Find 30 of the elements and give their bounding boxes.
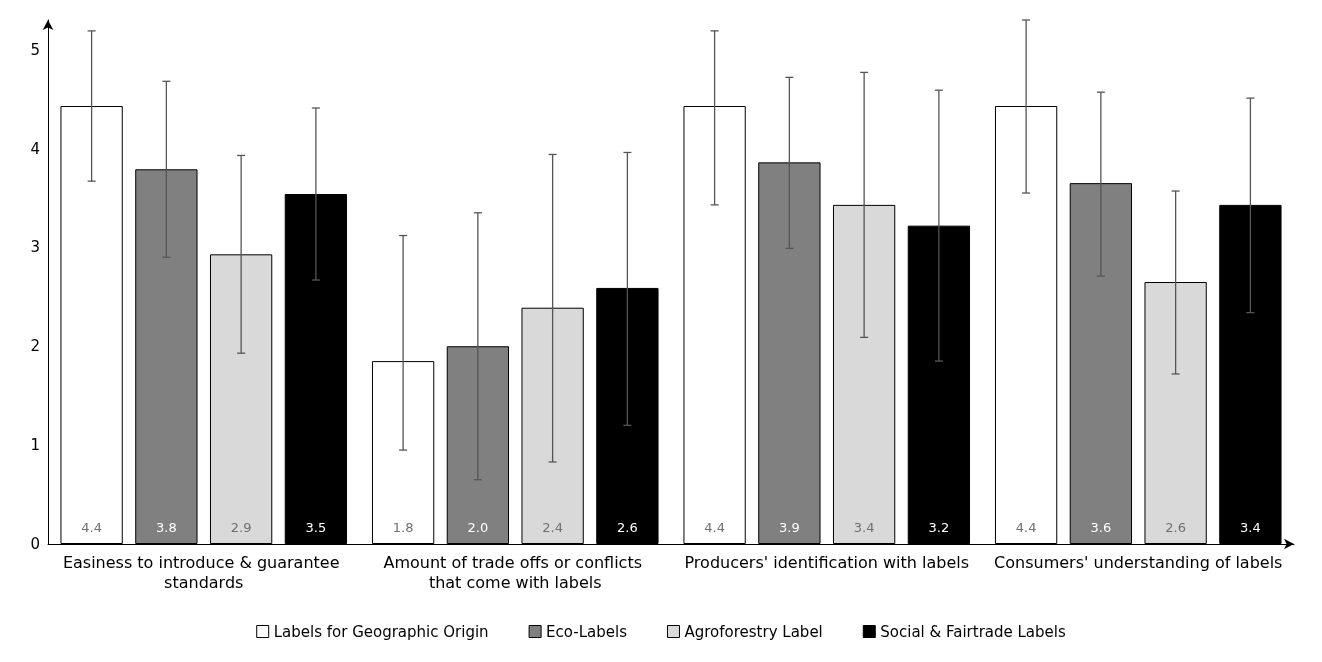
data-label: 1.8 <box>392 520 414 535</box>
data-label: 3.4 <box>1240 520 1261 535</box>
data-label: 3.4 <box>853 520 875 535</box>
data-label: 2.0 <box>467 520 489 535</box>
legend-label: Social & Fairtrade Labels <box>880 622 1066 641</box>
data-label: 3.5 <box>305 520 327 535</box>
legend-label: Labels for Geographic Origin <box>273 622 489 641</box>
data-label: 2.6 <box>617 520 638 535</box>
x-tick-label: Producers' identification with labels <box>684 552 969 572</box>
data-label: 3.2 <box>928 520 950 535</box>
data-label: 3.6 <box>1090 520 1112 535</box>
x-tick-label: Consumers' understanding of labels <box>994 552 1283 572</box>
y-tick-label: 1 <box>30 436 40 455</box>
data-label: 3.8 <box>156 520 177 535</box>
legend-label: Agroforestry Label <box>684 622 823 641</box>
data-label: 2.9 <box>230 520 252 535</box>
y-tick-label: 0 <box>30 535 40 553</box>
data-label: 4.4 <box>704 520 725 535</box>
data-label: 4.4 <box>1015 520 1037 535</box>
x-tick-label: Amount of trade offs or conflicts that come with labels <box>383 552 648 592</box>
data-label: 3.9 <box>779 520 800 535</box>
y-tick-label: 2 <box>30 337 40 356</box>
y-tick-label: 5 <box>30 40 40 59</box>
data-label: 2.4 <box>542 520 563 535</box>
y-tick-label: 4 <box>30 139 40 158</box>
legend-label: Eco-Labels <box>546 622 628 641</box>
y-tick-label: 3 <box>30 238 40 257</box>
data-label: 2.6 <box>1165 520 1186 535</box>
data-label: 4.4 <box>81 520 102 535</box>
x-tick-label: Easiness to introduce & guarantee standards <box>62 552 345 592</box>
